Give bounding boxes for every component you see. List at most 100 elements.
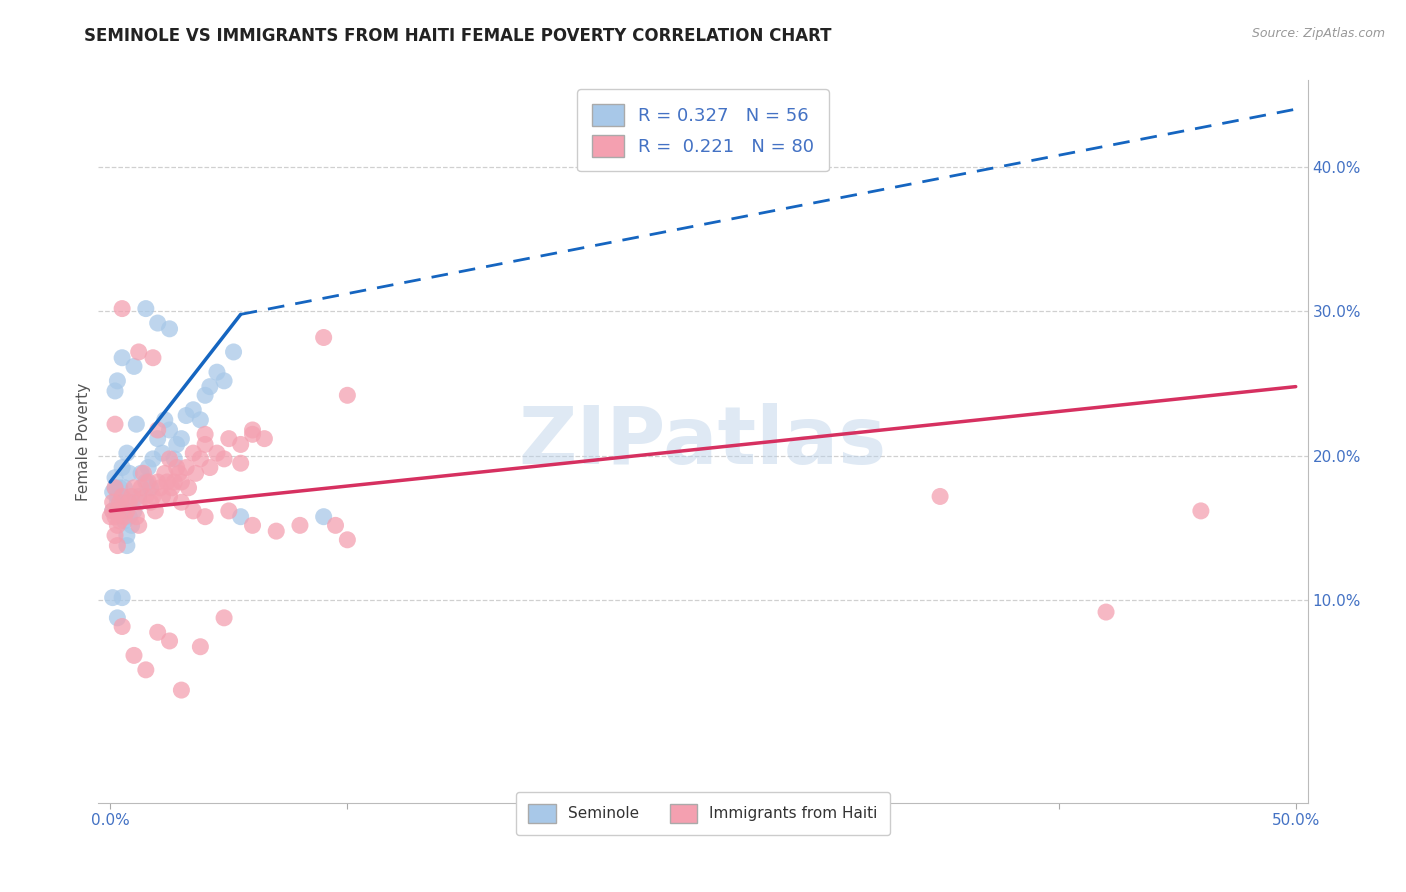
Point: [139, 495, 162, 509]
Point: [218, 504, 240, 518]
Point: [143, 504, 166, 518]
Point: [111, 490, 134, 504]
Point: [288, 518, 311, 533]
Point: [111, 619, 134, 633]
Point: [194, 509, 217, 524]
Point: [142, 351, 165, 365]
Point: [1095, 605, 1118, 619]
Point: [194, 437, 217, 451]
Point: [105, 490, 128, 504]
Point: [104, 528, 127, 542]
Point: [105, 495, 128, 509]
Point: [222, 345, 245, 359]
Point: [160, 481, 183, 495]
Point: [229, 456, 252, 470]
Point: [170, 683, 193, 698]
Point: [159, 634, 181, 648]
Point: [152, 490, 174, 504]
Point: [135, 490, 157, 504]
Point: [170, 475, 193, 489]
Point: [139, 481, 162, 495]
Point: [149, 481, 172, 495]
Point: [253, 432, 276, 446]
Point: [181, 504, 204, 518]
Point: [104, 481, 127, 495]
Point: [153, 413, 176, 427]
Point: [104, 417, 127, 432]
Point: [122, 504, 145, 518]
Point: [122, 359, 145, 374]
Point: [229, 509, 252, 524]
Point: [108, 481, 131, 495]
Point: [108, 514, 131, 528]
Point: [336, 388, 359, 402]
Point: [174, 409, 197, 423]
Point: [205, 365, 228, 379]
Point: [121, 518, 143, 533]
Point: [194, 427, 217, 442]
Point: [105, 518, 128, 533]
Point: [929, 490, 952, 504]
Point: [114, 514, 136, 528]
Point: [146, 316, 169, 330]
Point: [146, 432, 169, 446]
Point: [166, 460, 188, 475]
Point: [105, 504, 128, 518]
Point: [1189, 504, 1212, 518]
Point: [212, 451, 235, 466]
Point: [104, 384, 127, 398]
Point: [98, 509, 121, 524]
Point: [198, 379, 221, 393]
Point: [159, 451, 181, 466]
Point: [101, 504, 124, 518]
Legend: Seminole, Immigrants from Haiti: Seminole, Immigrants from Haiti: [516, 792, 890, 835]
Point: [104, 509, 127, 524]
Point: [111, 591, 134, 605]
Point: [114, 509, 136, 524]
Point: [118, 495, 141, 509]
Point: [101, 485, 124, 500]
Point: [121, 495, 143, 509]
Point: [115, 504, 138, 518]
Point: [242, 423, 264, 437]
Point: [128, 490, 150, 504]
Point: [325, 518, 347, 533]
Point: [128, 345, 150, 359]
Point: [218, 432, 240, 446]
Point: [115, 528, 138, 542]
Point: [125, 417, 148, 432]
Point: [104, 481, 127, 495]
Point: [135, 475, 157, 489]
Point: [336, 533, 359, 547]
Point: [212, 374, 235, 388]
Point: [181, 402, 204, 417]
Point: [105, 611, 128, 625]
Point: [122, 648, 145, 663]
Point: [242, 518, 264, 533]
Point: [159, 423, 181, 437]
Point: [177, 481, 200, 495]
Point: [205, 446, 228, 460]
Point: [114, 481, 136, 495]
Point: [111, 490, 134, 504]
Point: [212, 611, 235, 625]
Point: [129, 481, 152, 495]
Text: ZIPatlas: ZIPatlas: [519, 402, 887, 481]
Point: [163, 475, 186, 489]
Point: [101, 504, 124, 518]
Point: [108, 495, 131, 509]
Point: [128, 518, 150, 533]
Point: [190, 413, 212, 427]
Text: Source: ZipAtlas.com: Source: ZipAtlas.com: [1251, 27, 1385, 40]
Point: [135, 663, 157, 677]
Point: [142, 451, 165, 466]
Point: [312, 330, 335, 344]
Point: [152, 446, 174, 460]
Point: [115, 446, 138, 460]
Point: [111, 460, 134, 475]
Point: [136, 475, 159, 489]
Point: [108, 495, 131, 509]
Point: [125, 509, 148, 524]
Point: [190, 640, 212, 654]
Point: [181, 446, 204, 460]
